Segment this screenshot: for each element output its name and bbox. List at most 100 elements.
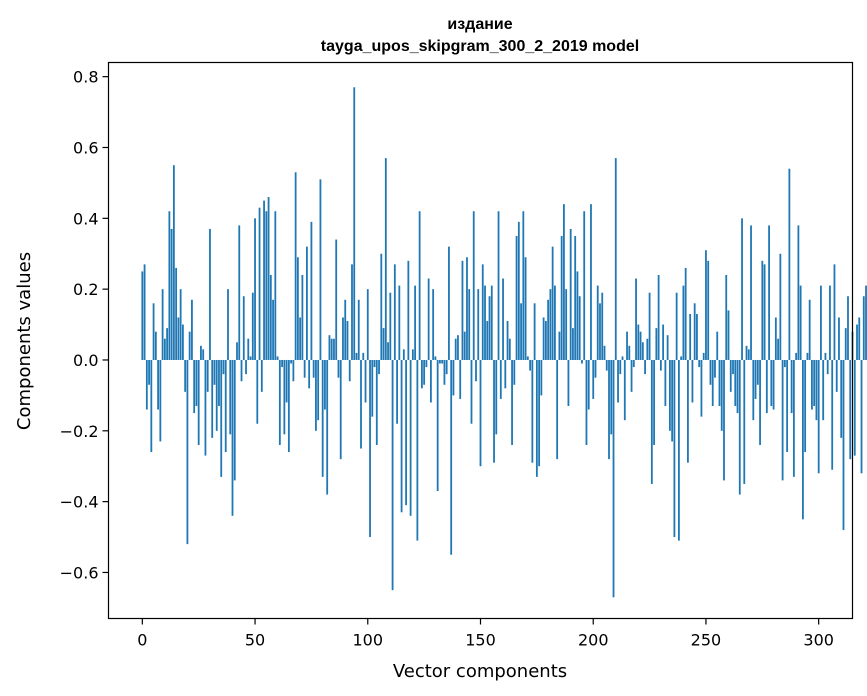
bar-component-74	[308, 359, 311, 389]
bar-component-37	[224, 359, 227, 453]
bar-component-174	[533, 303, 536, 360]
bar-component-298	[813, 359, 816, 407]
bar-component-39	[229, 359, 232, 435]
bar-component-99	[364, 359, 367, 403]
bar-component-34	[218, 359, 220, 407]
bar-component-226	[650, 359, 653, 484]
chart-title-line-1: издание	[447, 16, 512, 33]
bar-component-242	[687, 359, 689, 463]
bar-component-316	[853, 359, 856, 456]
bar-component-48	[249, 356, 252, 360]
bar-component-89	[342, 317, 344, 360]
x-tick-label: 200	[578, 631, 609, 650]
bar-component-106	[380, 253, 383, 360]
bar-component-223	[644, 359, 646, 375]
bar-component-318	[858, 317, 861, 360]
bar-component-181	[549, 289, 552, 360]
bar-component-131	[436, 359, 439, 492]
bar-component-30	[209, 228, 211, 360]
bar-component-158	[497, 211, 500, 360]
bar-component-91	[346, 321, 349, 360]
bar-component-144	[466, 257, 468, 360]
bar-component-75	[310, 221, 313, 360]
bar-component-107	[382, 328, 385, 360]
bar-component-59	[274, 211, 277, 360]
bar-component-156	[493, 359, 495, 463]
x-tick-label: 250	[691, 631, 722, 650]
bar-component-16	[177, 317, 180, 360]
bar-component-218	[632, 359, 635, 368]
bar-component-272	[754, 359, 757, 399]
bar-component-191	[572, 328, 574, 360]
bar-component-29	[206, 359, 209, 392]
bar-component-76	[312, 359, 315, 378]
bar-component-103	[373, 359, 376, 368]
bar-component-307	[833, 264, 836, 360]
bar-component-54	[263, 200, 265, 360]
bar-component-43	[238, 225, 241, 360]
bar-series	[141, 87, 867, 598]
bar-component-118	[407, 260, 410, 360]
bar-component-236	[673, 359, 676, 538]
bar-component-194	[578, 296, 581, 360]
x-tick-label: 150	[465, 631, 496, 650]
bar-component-61	[278, 359, 281, 445]
bar-component-58	[272, 299, 274, 360]
bar-component-161	[504, 359, 507, 389]
y-tick-label: 0.4	[73, 209, 98, 228]
bar-component-117	[405, 359, 407, 506]
bar-component-109	[387, 342, 389, 360]
bar-component-83	[328, 335, 331, 360]
bar-component-6	[154, 331, 157, 360]
bar-component-124	[420, 359, 423, 389]
bar-component-137	[450, 359, 453, 555]
bar-component-0	[141, 271, 144, 360]
bar-component-82	[326, 359, 329, 495]
bar-component-183	[554, 285, 556, 360]
bar-component-81	[324, 359, 326, 410]
bar-component-234	[668, 359, 671, 431]
bar-component-167	[517, 221, 520, 360]
bar-component-69	[296, 257, 299, 360]
bar-component-17	[179, 289, 182, 360]
bar-component-295	[806, 352, 809, 360]
bar-component-241	[684, 267, 687, 360]
bar-component-253	[711, 359, 714, 407]
bar-component-245	[693, 303, 696, 360]
bar-component-42	[236, 342, 238, 360]
bar-component-140	[457, 335, 459, 360]
bar-component-138	[452, 359, 455, 396]
bar-component-212	[619, 359, 622, 375]
bar-component-3	[148, 359, 150, 385]
bar-component-19	[184, 359, 187, 392]
bar-component-179	[544, 321, 547, 360]
bar-component-159	[499, 359, 502, 399]
bar-component-285	[783, 359, 786, 368]
bar-component-38	[227, 289, 229, 360]
bar-component-31	[211, 359, 214, 438]
bar-component-163	[508, 338, 511, 360]
bar-component-142	[461, 260, 464, 360]
bar-component-269	[747, 349, 750, 360]
bar-component-303	[824, 352, 827, 360]
bar-component-5	[152, 303, 155, 360]
bar-component-261	[729, 359, 732, 392]
bar-component-310	[840, 359, 843, 438]
bar-component-40	[231, 359, 234, 516]
bar-component-263	[734, 359, 737, 407]
bar-component-193	[576, 271, 579, 360]
bar-component-308	[835, 359, 838, 392]
y-tick-label: 0.8	[73, 68, 98, 87]
bar-component-45	[242, 296, 245, 360]
bar-component-306	[831, 359, 834, 470]
bar-component-289	[792, 359, 795, 477]
y-axis-label: Components values	[14, 252, 35, 430]
bar-component-260	[727, 310, 730, 360]
bar-component-250	[705, 250, 707, 360]
bar-component-160	[502, 278, 504, 360]
bar-component-175	[535, 359, 538, 477]
bar-component-127	[427, 278, 430, 360]
bar-component-184	[556, 359, 559, 460]
bar-component-266	[741, 218, 743, 360]
